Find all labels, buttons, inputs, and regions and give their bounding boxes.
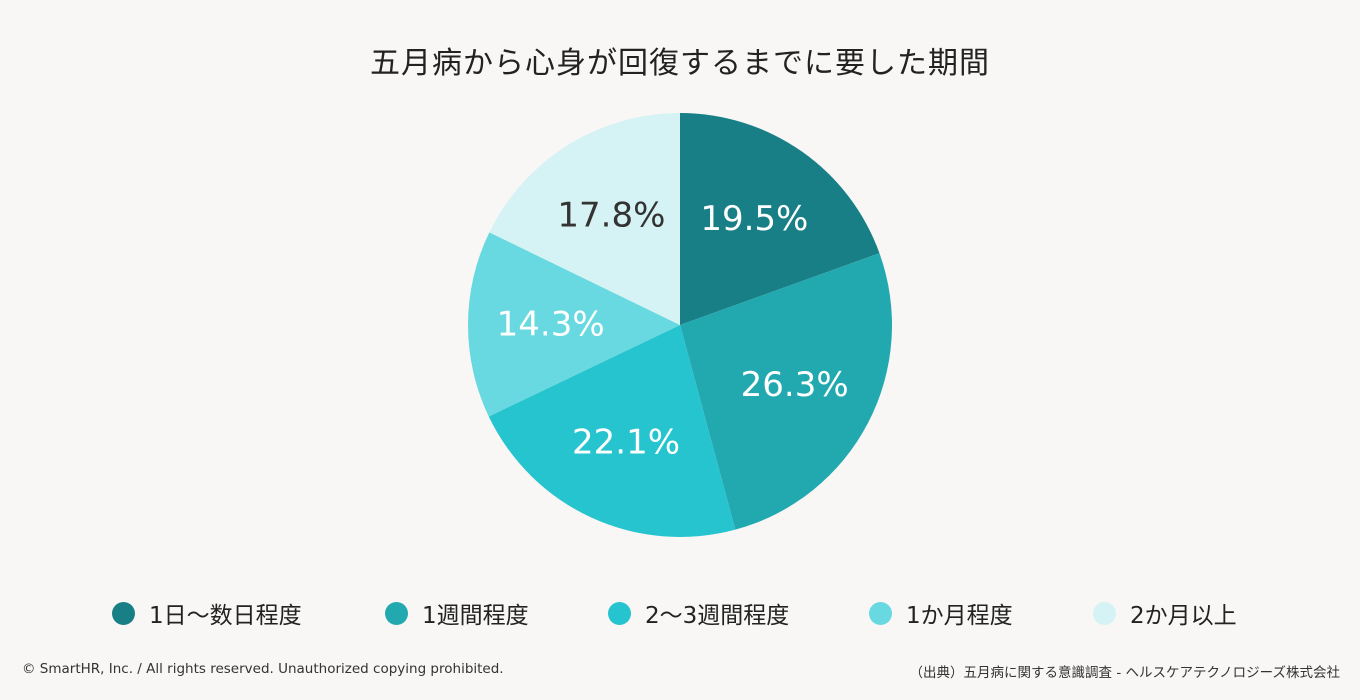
legend-swatch: [869, 601, 892, 625]
chart-title: 五月病から心身が回復するまでに要した期間: [370, 46, 990, 81]
slice-value-label: 19.5%: [700, 199, 808, 239]
legend-swatch: [385, 601, 408, 625]
legend-item: 1か月程度: [869, 596, 1013, 630]
copyright-notice: © SmartHR, Inc. / All rights reserved. U…: [22, 661, 504, 677]
pie-slice: [467, 232, 680, 417]
pie-slice: [489, 112, 680, 325]
legend-label: 2か月以上: [1130, 603, 1237, 629]
legend-swatch: [608, 601, 631, 625]
legend-item: 2〜3週間程度: [608, 596, 789, 630]
pie-slice: [680, 253, 892, 530]
legend-label: 2〜3週間程度: [645, 603, 790, 629]
source-citation: （出典）五月病に関する意識調査 - ヘルスケアテクノロジーズ株式会社: [909, 665, 1340, 681]
legend-swatch: [112, 601, 135, 625]
slice-value-label: 17.8%: [557, 195, 665, 235]
pie-slice: [488, 325, 736, 537]
slice-value-label: 26.3%: [741, 365, 849, 405]
legend-label: 1日〜数日程度: [149, 603, 302, 629]
legend-label: 1か月程度: [906, 603, 1013, 629]
slice-value-label: 14.3%: [497, 305, 605, 345]
legend-label: 1週間程度: [422, 603, 529, 629]
legend-swatch: [1093, 601, 1116, 625]
slice-value-label: 22.1%: [572, 423, 680, 463]
pie-slice: [680, 113, 880, 325]
legend-item: 2か月以上: [1093, 596, 1237, 630]
chart-legend: 1日〜数日程度 1週間程度 2〜3週間程度 1か月程度 2か月以上: [0, 596, 1360, 632]
legend-item: 1週間程度: [385, 596, 529, 630]
legend-item: 1日〜数日程度: [112, 596, 302, 630]
